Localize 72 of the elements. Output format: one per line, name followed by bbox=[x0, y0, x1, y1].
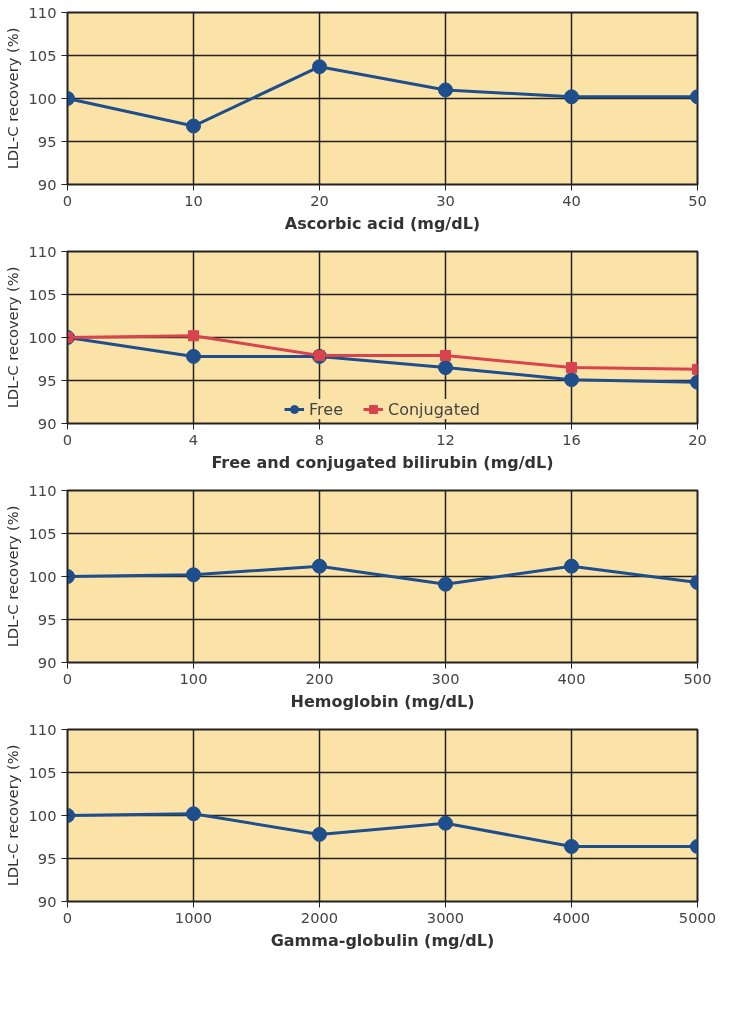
point bbox=[438, 360, 453, 376]
x-tick-label: 40 bbox=[562, 191, 581, 209]
y-tick-label: 110 bbox=[28, 3, 57, 21]
point bbox=[566, 362, 577, 374]
x-tick-label: 50 bbox=[688, 191, 707, 209]
point bbox=[312, 59, 327, 75]
point bbox=[186, 567, 201, 583]
y-tick-label: 105 bbox=[28, 524, 57, 542]
y-tick-label: 110 bbox=[28, 242, 57, 260]
x-axis-title: Ascorbic acid (mg/dL) bbox=[284, 213, 481, 233]
y-tick-label: 105 bbox=[28, 285, 57, 303]
x-tick-label: 8 bbox=[314, 430, 325, 448]
point bbox=[438, 576, 453, 592]
y-tick-label: 100 bbox=[28, 567, 57, 585]
x-tick-label: 5000 bbox=[678, 908, 717, 926]
y-tick-label: 95 bbox=[37, 610, 57, 628]
point bbox=[186, 806, 201, 822]
x-tick-label: 1000 bbox=[174, 908, 213, 926]
y-tick-label: 110 bbox=[28, 481, 57, 499]
point bbox=[564, 838, 579, 854]
x-tick-label: 300 bbox=[431, 669, 460, 687]
x-tick-label: 30 bbox=[436, 191, 455, 209]
x-tick-label: 2000 bbox=[300, 908, 339, 926]
x-tick-label: 100 bbox=[179, 669, 208, 687]
point bbox=[438, 82, 453, 98]
x-tick-label: 0 bbox=[62, 669, 73, 687]
y-axis-title: LDL-C recovery (%) bbox=[3, 744, 21, 887]
x-tick-label: 400 bbox=[557, 669, 586, 687]
x-axis-title: Hemoglobin (mg/dL) bbox=[290, 691, 475, 711]
x-tick-label: 12 bbox=[436, 430, 455, 448]
x-axis-title: Gamma-globulin (mg/dL) bbox=[270, 930, 495, 950]
y-tick-label: 95 bbox=[37, 371, 57, 389]
point bbox=[312, 558, 327, 574]
point bbox=[564, 89, 579, 105]
point bbox=[564, 372, 579, 388]
x-tick-label: 16 bbox=[562, 430, 581, 448]
point bbox=[188, 330, 199, 342]
y-tick-label: 95 bbox=[37, 849, 57, 867]
x-tick-label: 10 bbox=[184, 191, 203, 209]
y-axis-title: LDL-C recovery (%) bbox=[3, 505, 21, 648]
y-tick-label: 90 bbox=[37, 653, 57, 671]
y-tick-label: 110 bbox=[28, 720, 57, 738]
y-tick-label: 100 bbox=[28, 328, 57, 346]
y-tick-label: 100 bbox=[28, 806, 57, 824]
y-tick-label: 105 bbox=[28, 763, 57, 781]
x-tick-label: 200 bbox=[305, 669, 334, 687]
x-tick-label: 0 bbox=[62, 430, 73, 448]
y-tick-label: 90 bbox=[37, 175, 57, 193]
legend-label: Conjugated bbox=[388, 399, 480, 419]
point bbox=[186, 118, 201, 134]
x-tick-label: 4000 bbox=[552, 908, 591, 926]
point bbox=[440, 350, 451, 362]
point bbox=[186, 348, 201, 364]
x-axis-title: Free and conjugated bilirubin (mg/dL) bbox=[211, 452, 554, 472]
x-tick-label: 3000 bbox=[426, 908, 465, 926]
legend-label: Free bbox=[309, 399, 344, 419]
point bbox=[438, 815, 453, 831]
y-axis-title: LDL-C recovery (%) bbox=[3, 266, 21, 409]
y-tick-label: 90 bbox=[37, 892, 57, 910]
y-tick-label: 100 bbox=[28, 89, 57, 107]
x-tick-label: 0 bbox=[62, 908, 73, 926]
x-tick-label: 20 bbox=[310, 191, 329, 209]
x-tick-label: 4 bbox=[188, 430, 199, 448]
y-axis-title: LDL-C recovery (%) bbox=[3, 27, 21, 170]
x-tick-label: 0 bbox=[62, 191, 73, 209]
x-tick-label: 500 bbox=[683, 669, 712, 687]
y-tick-label: 105 bbox=[28, 46, 57, 64]
point bbox=[564, 558, 579, 574]
y-tick-label: 90 bbox=[37, 414, 57, 432]
y-tick-label: 95 bbox=[37, 132, 57, 150]
x-tick-label: 20 bbox=[688, 430, 707, 448]
point bbox=[312, 826, 327, 842]
